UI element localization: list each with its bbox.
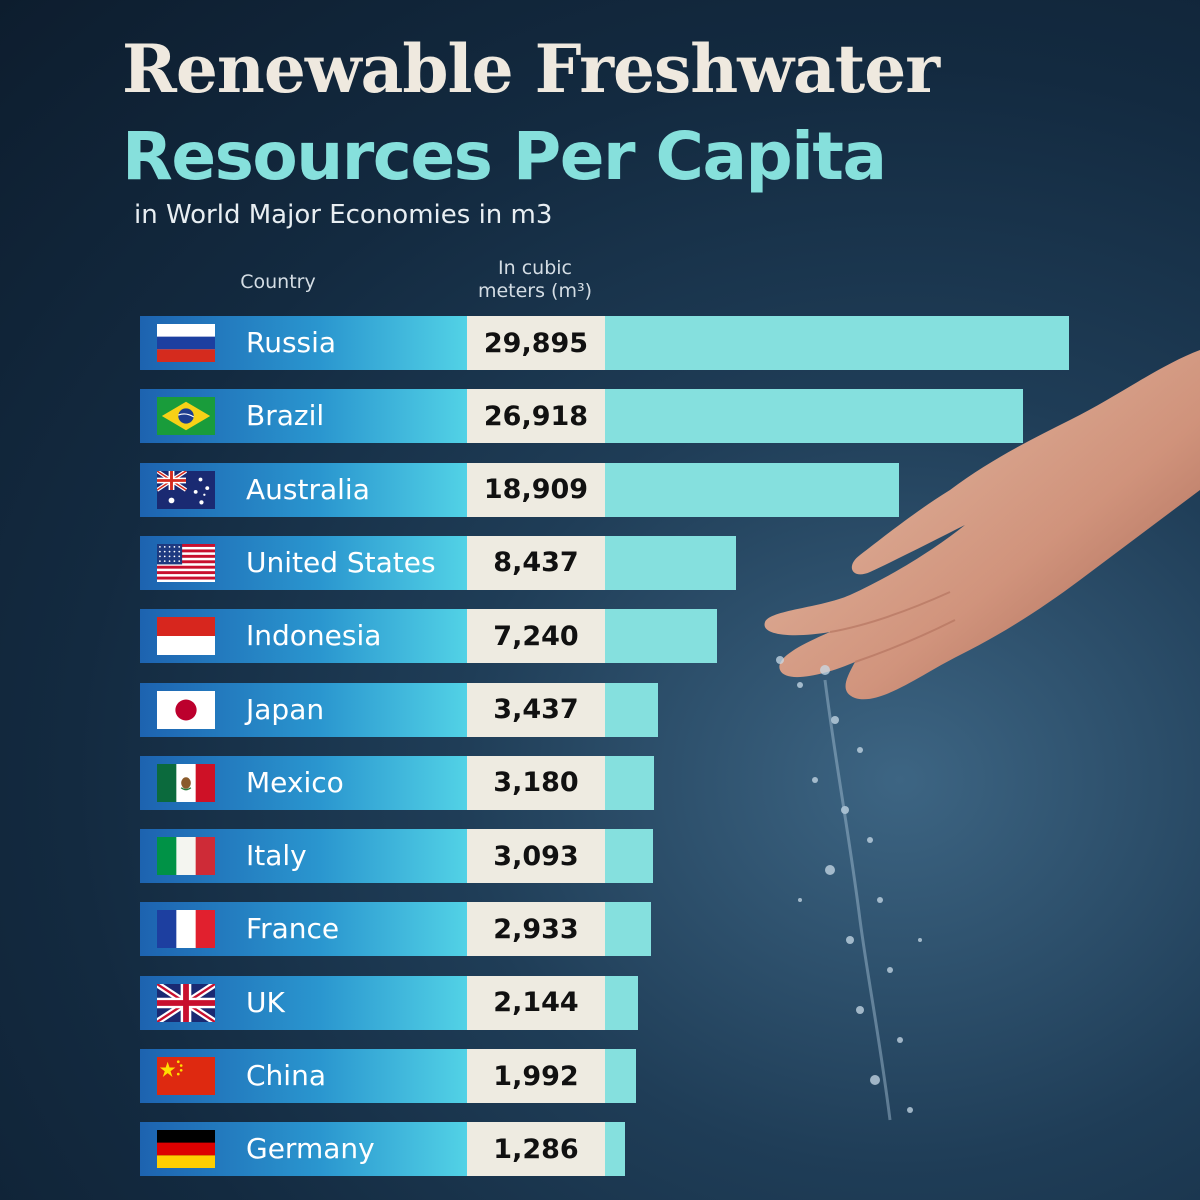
mexico-flag-icon [157,763,215,802]
country-name: China [246,1059,326,1092]
unit-header-line2: meters (m³) [477,280,593,302]
indonesia-flag-icon [157,617,215,656]
country-label-box: France [140,902,467,957]
bar [605,462,899,517]
value-label: 29,895 [467,316,605,370]
country-name: Australia [246,472,370,506]
value-label: 1,992 [467,1049,605,1103]
country-label-box: Australia [140,462,467,517]
water-droplets [776,656,922,1121]
country-name: Germany [246,1132,375,1166]
country-label-box: United States [140,535,467,590]
france-flag-icon [157,910,215,949]
country-name: Russia [246,326,337,359]
bar [605,682,659,737]
value-label: 1,286 [467,1122,605,1177]
country-name: United States [246,545,436,579]
bar [605,755,655,810]
country-name: France [246,912,340,946]
value-label: 2,933 [467,902,605,957]
hand-illustration [764,350,1200,700]
value-label: 7,240 [467,609,605,664]
italy-flag-icon [157,837,215,876]
bar [605,902,651,957]
country-name: Mexico [246,765,344,799]
bar [605,609,718,664]
russia-flag-icon [157,324,215,362]
bar [605,316,1069,370]
country-label-box: Germany [140,1122,467,1177]
country-name: Indonesia [246,619,382,653]
country-label-box: Japan [140,682,467,737]
unit-header-line1: In cubic [498,257,572,279]
country-label-box: Russia [140,316,467,370]
country-name: Japan [246,692,325,726]
brazil-flag-icon [157,397,215,436]
country-column-header: Country [240,271,316,293]
bar [605,1049,636,1103]
bar [605,1122,625,1177]
country-name: UK [246,985,285,1019]
country-label-box: Mexico [140,755,467,810]
germany-flag-icon [157,1130,215,1169]
chart-title-line1: Renewable Freshwater [122,30,940,108]
bar [605,829,654,884]
japan-flag-icon [157,690,215,729]
chart-title-line2: Resources Per Capita [122,118,887,195]
country-name: Italy [246,839,307,873]
value-label: 2,144 [467,975,605,1030]
china-flag-icon [157,1057,215,1095]
value-label: 8,437 [467,535,605,590]
uk-flag-icon [157,983,215,1022]
country-label-box: UK [140,975,467,1030]
country-label-box: Indonesia [140,609,467,664]
country-label-box: China [140,1049,467,1103]
value-label: 3,093 [467,829,605,884]
value-label: 3,180 [467,755,605,810]
unit-column-header: In cubic meters (m³) [455,257,615,303]
country-name: Brazil [246,399,325,433]
australia-flag-icon [157,470,215,509]
value-label: 18,909 [467,462,605,517]
bar [605,975,639,1030]
chart-subtitle: in World Major Economies in m3 [134,200,553,230]
country-label-box: Italy [140,829,467,884]
united-states-flag-icon [157,543,215,582]
value-label: 26,918 [467,389,605,444]
country-label-box: Brazil [140,389,467,444]
bar [605,535,736,590]
bar [605,389,1023,444]
value-label: 3,437 [467,682,605,737]
